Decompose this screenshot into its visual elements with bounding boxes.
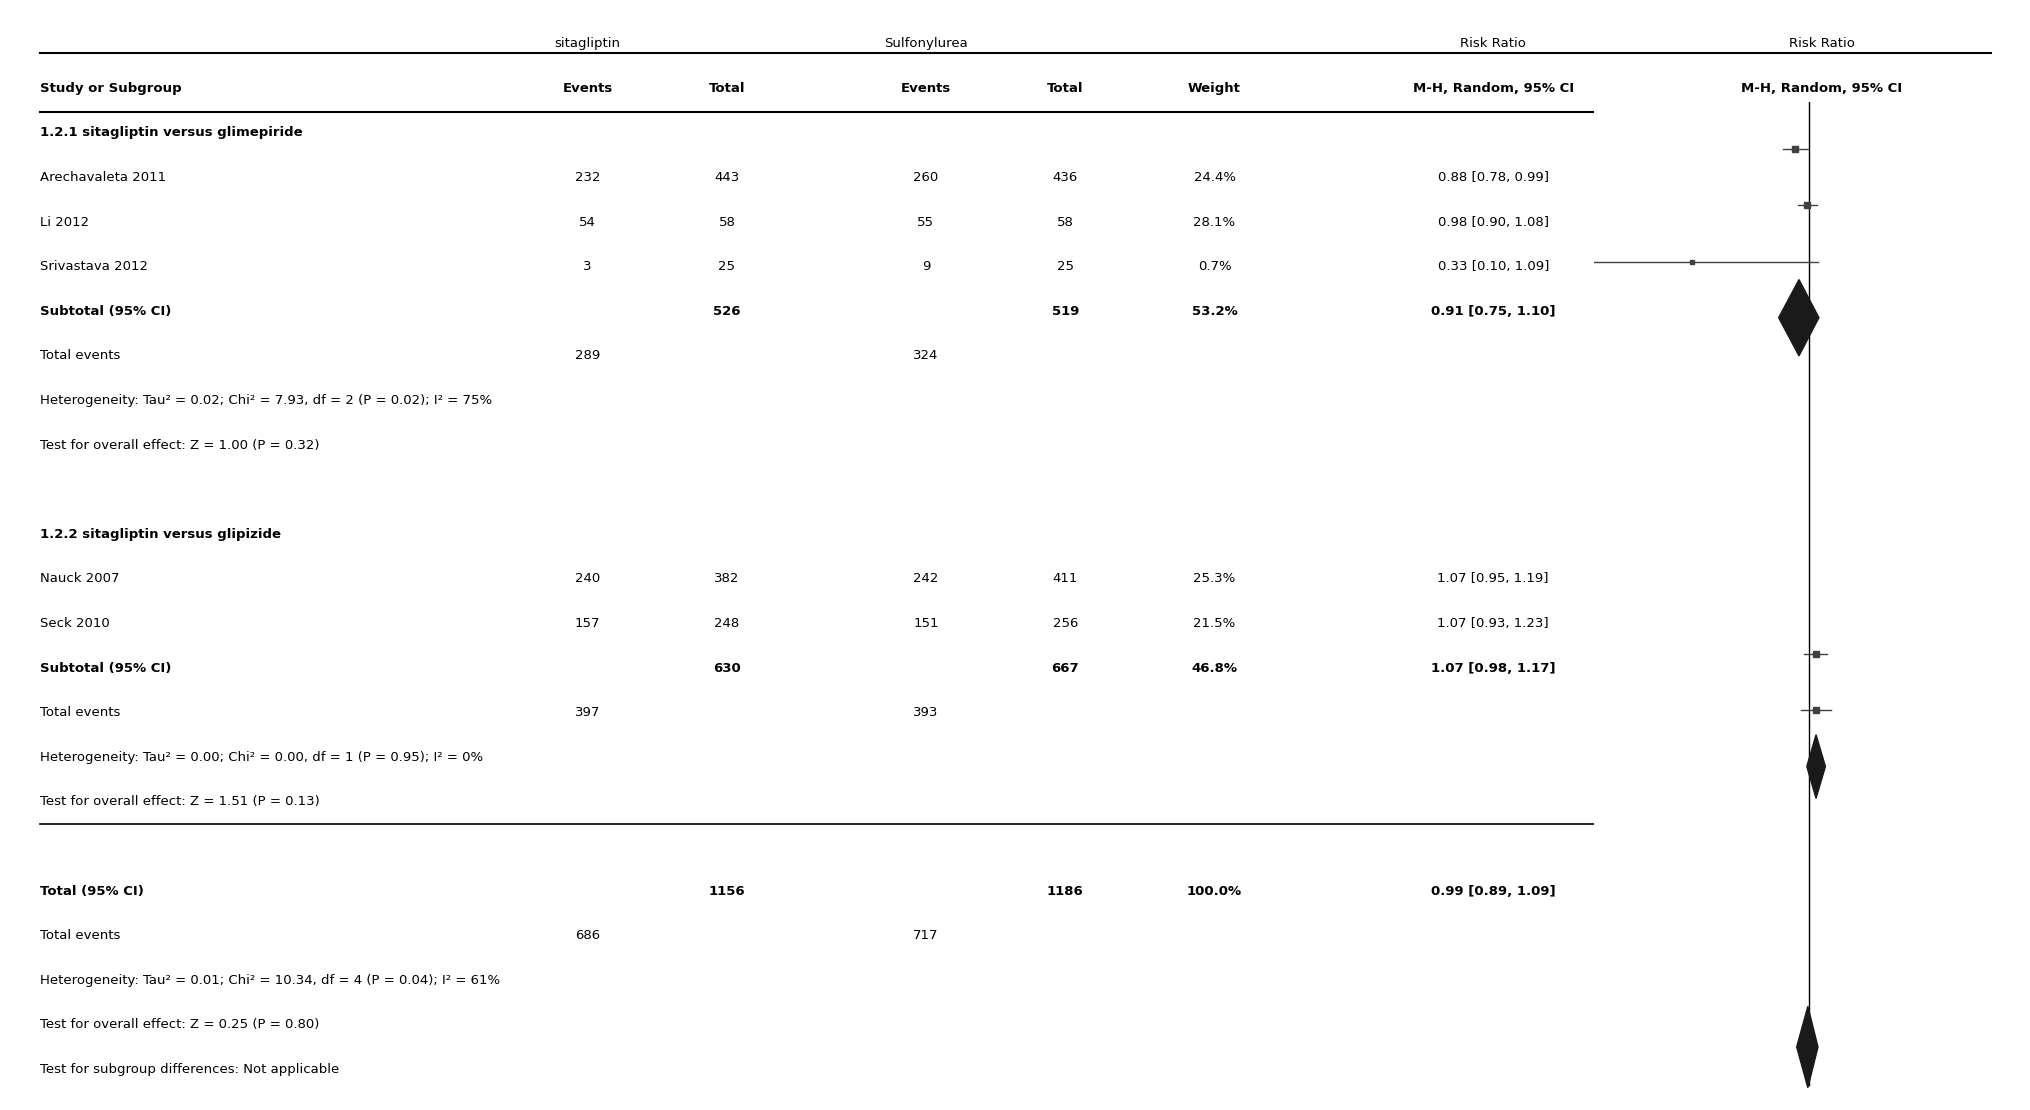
Text: Total events: Total events (41, 350, 120, 363)
Text: 443: 443 (715, 171, 739, 184)
Text: 1156: 1156 (708, 885, 745, 898)
Polygon shape (1778, 280, 1819, 356)
Text: 25: 25 (719, 260, 735, 273)
Text: 9: 9 (922, 260, 930, 273)
Text: M-H, Random, 95% CI: M-H, Random, 95% CI (1740, 82, 1902, 94)
Text: Total: Total (1047, 82, 1082, 94)
Text: 717: 717 (914, 929, 938, 942)
Text: Total (95% CI): Total (95% CI) (41, 885, 144, 898)
Text: 436: 436 (1052, 171, 1078, 184)
Text: 21.5%: 21.5% (1194, 617, 1234, 630)
Text: 630: 630 (713, 662, 741, 675)
Text: 25.3%: 25.3% (1194, 573, 1234, 585)
Text: 46.8%: 46.8% (1192, 662, 1236, 675)
Text: Sulfonylurea: Sulfonylurea (883, 38, 968, 50)
Text: 242: 242 (914, 573, 938, 585)
Text: Heterogeneity: Tau² = 0.02; Chi² = 7.93, df = 2 (P = 0.02); I² = 75%: Heterogeneity: Tau² = 0.02; Chi² = 7.93,… (41, 394, 491, 407)
Text: Total events: Total events (41, 706, 120, 719)
Text: Risk Ratio: Risk Ratio (1460, 38, 1525, 50)
Text: Total events: Total events (41, 929, 120, 942)
Text: 1.2.1 sitagliptin versus glimepiride: 1.2.1 sitagliptin versus glimepiride (41, 127, 302, 140)
Text: Nauck 2007: Nauck 2007 (41, 573, 120, 585)
Text: 0.98 [0.90, 1.08]: 0.98 [0.90, 1.08] (1437, 215, 1549, 229)
Text: 58: 58 (1056, 215, 1074, 229)
Text: Test for overall effect: Z = 0.25 (P = 0.80): Test for overall effect: Z = 0.25 (P = 0… (41, 1019, 319, 1031)
Text: 260: 260 (914, 171, 938, 184)
Text: 248: 248 (715, 617, 739, 630)
Text: 411: 411 (1052, 573, 1078, 585)
Text: Study or Subgroup: Study or Subgroup (41, 82, 183, 94)
Text: 393: 393 (914, 706, 938, 719)
Text: sitagliptin: sitagliptin (554, 38, 621, 50)
Text: Srivastava 2012: Srivastava 2012 (41, 260, 148, 273)
Text: 3: 3 (583, 260, 591, 273)
Polygon shape (1797, 1007, 1817, 1088)
Text: Heterogeneity: Tau² = 0.00; Chi² = 0.00, df = 1 (P = 0.95); I² = 0%: Heterogeneity: Tau² = 0.00; Chi² = 0.00,… (41, 750, 483, 764)
Text: Subtotal (95% CI): Subtotal (95% CI) (41, 662, 171, 675)
Text: 54: 54 (579, 215, 595, 229)
Text: 382: 382 (715, 573, 739, 585)
Text: 1.07 [0.93, 1.23]: 1.07 [0.93, 1.23] (1437, 617, 1549, 630)
Text: Heterogeneity: Tau² = 0.01; Chi² = 10.34, df = 4 (P = 0.04); I² = 61%: Heterogeneity: Tau² = 0.01; Chi² = 10.34… (41, 973, 499, 987)
Text: 1.07 [0.98, 1.17]: 1.07 [0.98, 1.17] (1431, 662, 1555, 675)
Text: 324: 324 (914, 350, 938, 363)
Text: Events: Events (562, 82, 613, 94)
Polygon shape (1807, 735, 1825, 798)
Text: 1186: 1186 (1045, 885, 1084, 898)
Text: Total: Total (708, 82, 745, 94)
Text: 0.99 [0.89, 1.09]: 0.99 [0.89, 1.09] (1431, 885, 1555, 898)
Text: 240: 240 (574, 573, 601, 585)
Text: Test for overall effect: Z = 1.51 (P = 0.13): Test for overall effect: Z = 1.51 (P = 0… (41, 796, 321, 808)
Text: 232: 232 (574, 171, 601, 184)
Text: Test for overall effect: Z = 1.00 (P = 0.32): Test for overall effect: Z = 1.00 (P = 0… (41, 438, 319, 452)
Text: Risk Ratio: Risk Ratio (1788, 38, 1853, 50)
Text: 100.0%: 100.0% (1186, 885, 1242, 898)
Text: 0.91 [0.75, 1.10]: 0.91 [0.75, 1.10] (1431, 305, 1555, 317)
Text: 1.2.2 sitagliptin versus glipizide: 1.2.2 sitagliptin versus glipizide (41, 528, 280, 541)
Text: 157: 157 (574, 617, 601, 630)
Text: 0.88 [0.78, 0.99]: 0.88 [0.78, 0.99] (1437, 171, 1549, 184)
Text: 289: 289 (574, 350, 601, 363)
Text: 151: 151 (914, 617, 938, 630)
Text: 0.33 [0.10, 1.09]: 0.33 [0.10, 1.09] (1437, 260, 1549, 273)
Text: Weight: Weight (1188, 82, 1240, 94)
Text: Seck 2010: Seck 2010 (41, 617, 110, 630)
Text: 519: 519 (1052, 305, 1078, 317)
Text: 526: 526 (713, 305, 741, 317)
Text: 0.7%: 0.7% (1198, 260, 1230, 273)
Text: Subtotal (95% CI): Subtotal (95% CI) (41, 305, 171, 317)
Text: 58: 58 (719, 215, 735, 229)
Text: Li 2012: Li 2012 (41, 215, 89, 229)
Text: 55: 55 (918, 215, 934, 229)
Text: M-H, Random, 95% CI: M-H, Random, 95% CI (1413, 82, 1573, 94)
Text: Events: Events (901, 82, 950, 94)
Text: 1.07 [0.95, 1.19]: 1.07 [0.95, 1.19] (1437, 573, 1549, 585)
Text: 53.2%: 53.2% (1192, 305, 1236, 317)
Text: 24.4%: 24.4% (1194, 171, 1234, 184)
Text: 686: 686 (574, 929, 599, 942)
Text: 28.1%: 28.1% (1194, 215, 1234, 229)
Text: 256: 256 (1052, 617, 1078, 630)
Text: 667: 667 (1052, 662, 1078, 675)
Text: 25: 25 (1056, 260, 1074, 273)
Text: Arechavaleta 2011: Arechavaleta 2011 (41, 171, 166, 184)
Text: 397: 397 (574, 706, 601, 719)
Text: Test for subgroup differences: Not applicable: Test for subgroup differences: Not appli… (41, 1063, 339, 1076)
